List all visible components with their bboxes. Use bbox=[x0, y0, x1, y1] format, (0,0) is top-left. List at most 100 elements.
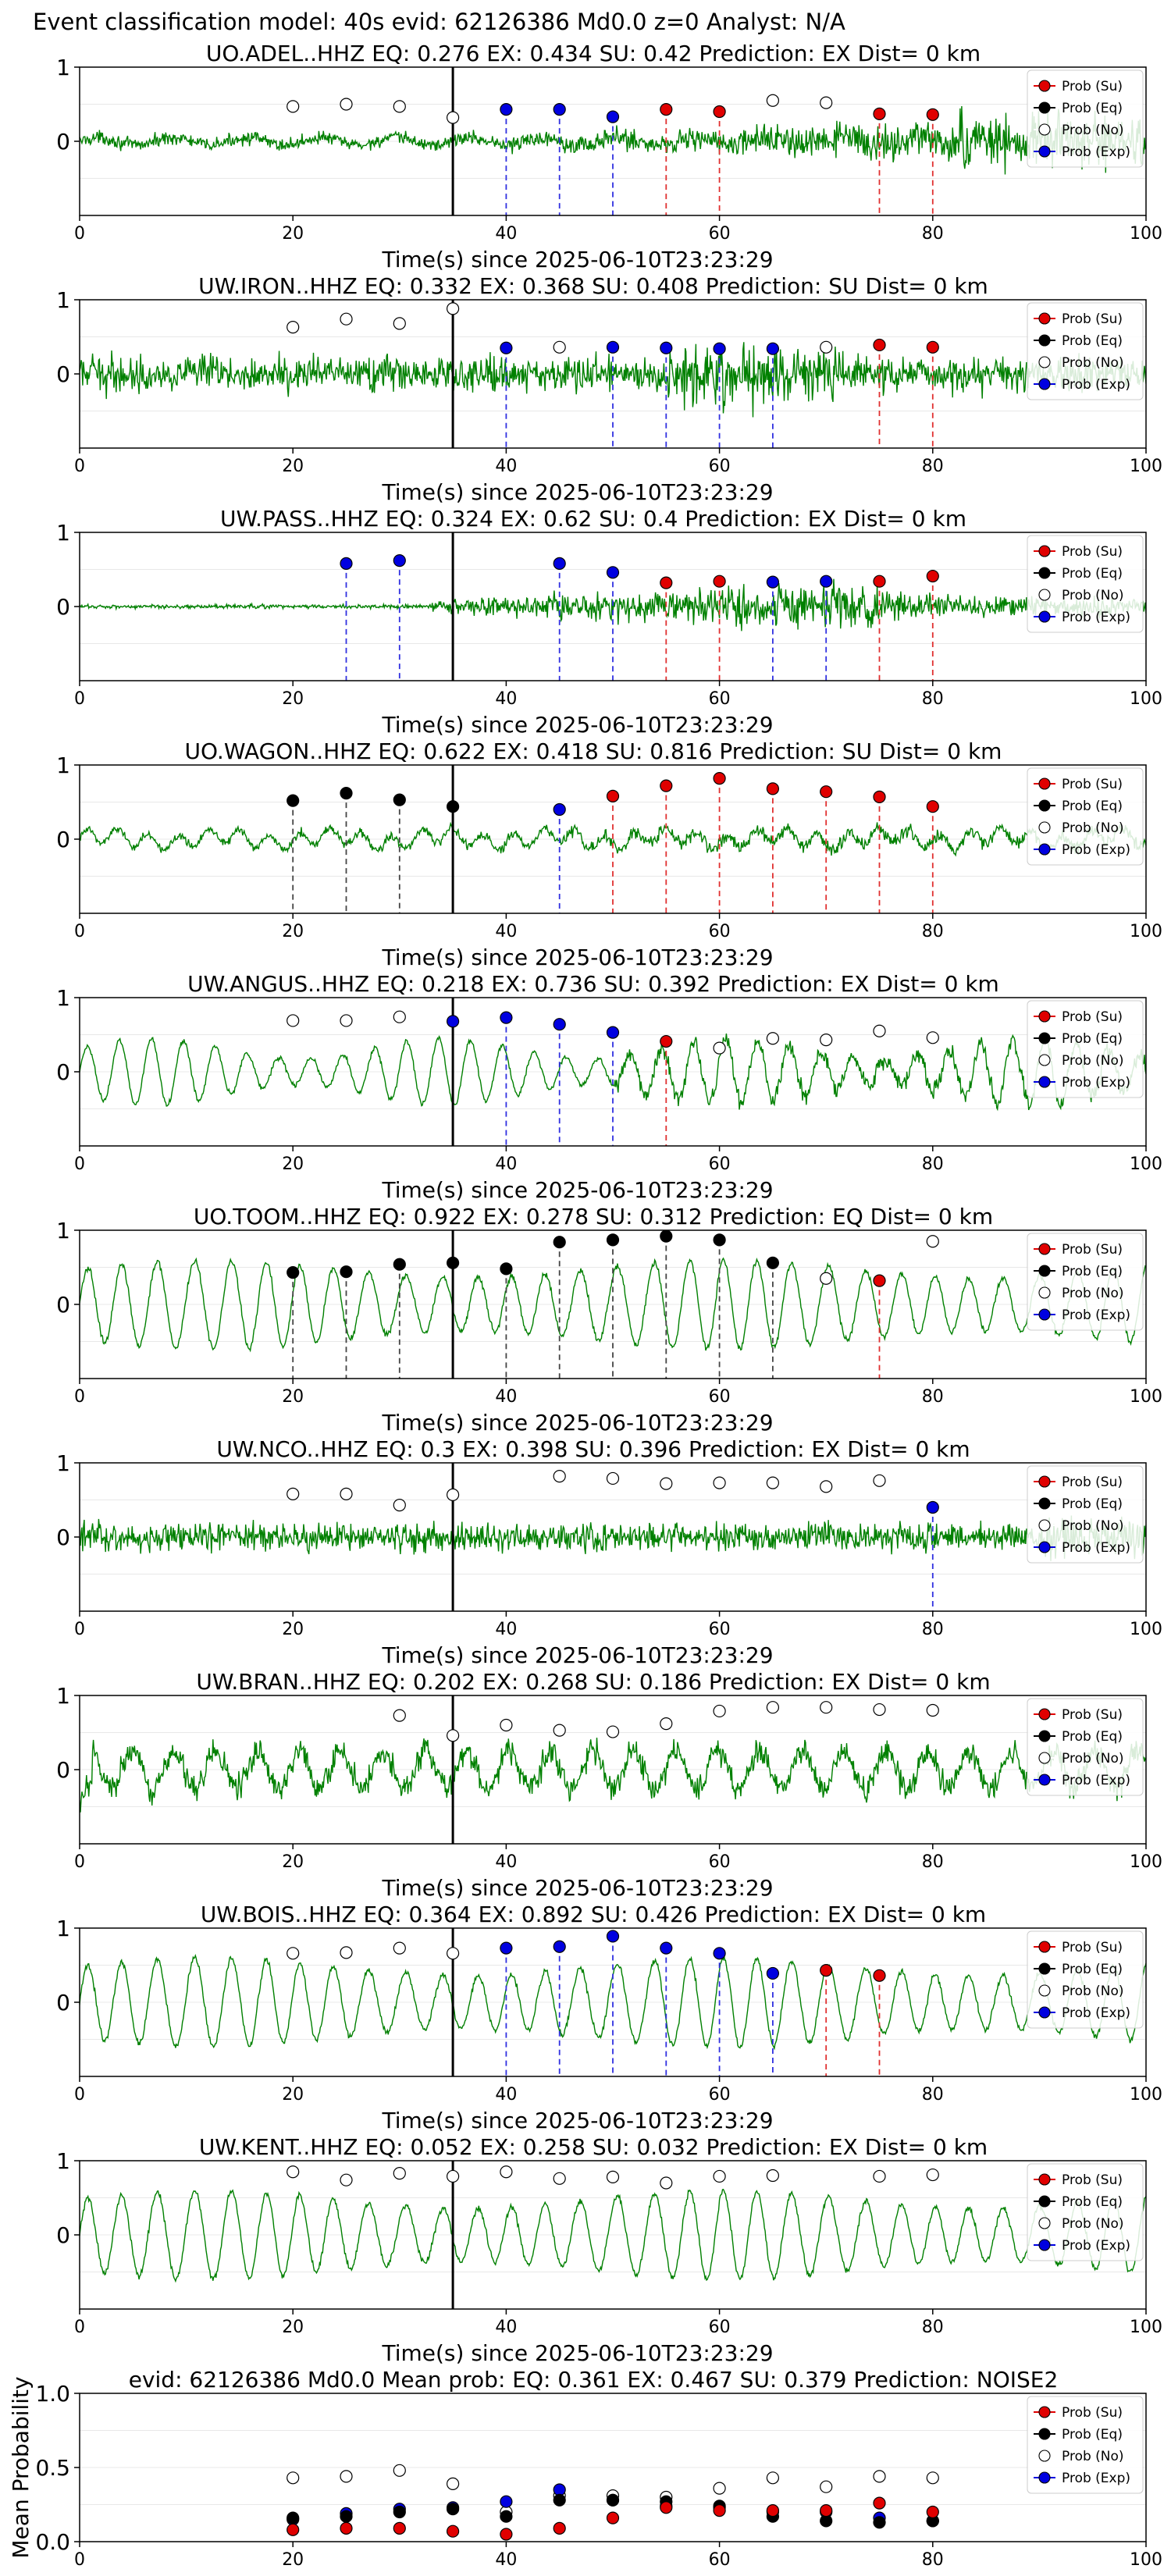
legend-su-marker bbox=[1038, 2173, 1051, 2186]
legend-label: Prob (Su) bbox=[1062, 311, 1123, 327]
mean-su-marker bbox=[606, 2511, 620, 2524]
prob-no-marker bbox=[340, 1014, 353, 1027]
mean-eq-marker bbox=[393, 2505, 406, 2519]
prob-exp-marker bbox=[500, 341, 513, 354]
prob-su-marker bbox=[713, 105, 726, 119]
prob-no-marker bbox=[553, 1469, 566, 1483]
prob-no-marker bbox=[446, 2169, 460, 2183]
prob-eq-marker bbox=[446, 1256, 460, 1269]
legend-no-marker bbox=[1038, 1519, 1051, 1532]
prob-su-marker bbox=[873, 1969, 886, 1982]
x-tick-label: 0 bbox=[74, 2318, 85, 2337]
x-tick-label: 20 bbox=[282, 1387, 304, 1407]
panel-title: UW.ANGUS..HHZ EQ: 0.218 EX: 0.736 SU: 0.… bbox=[187, 971, 999, 997]
prob-no-marker bbox=[926, 1235, 939, 1248]
legend-exp-marker bbox=[1038, 145, 1051, 158]
prob-no-marker bbox=[766, 1032, 780, 1045]
y-tick-label: 0 bbox=[56, 361, 70, 387]
prob-su-marker bbox=[873, 1274, 886, 1287]
panel-title: UO.TOOM..HHZ EQ: 0.922 EX: 0.278 SU: 0.3… bbox=[194, 1204, 993, 1229]
y-tick-label: 1.0 bbox=[35, 2381, 70, 2407]
x-tick-label: 40 bbox=[495, 689, 517, 709]
legend-box bbox=[1027, 1465, 1144, 1564]
prob-no-marker bbox=[287, 2165, 300, 2179]
legend-label: Prob (Su) bbox=[1062, 1475, 1123, 1490]
legend-label: Prob (Exp) bbox=[1062, 610, 1130, 625]
prob-eq-marker bbox=[393, 1258, 406, 1271]
legend-exp-marker bbox=[1038, 1774, 1051, 1786]
prob-exp-marker bbox=[553, 1018, 566, 1031]
legend-box bbox=[1027, 1930, 1144, 2029]
legend-exp-marker bbox=[1038, 1541, 1051, 1553]
prob-su-marker bbox=[873, 790, 886, 803]
y-tick-label: 1 bbox=[56, 520, 70, 546]
x-tick-label: 40 bbox=[495, 2318, 517, 2337]
prob-exp-marker bbox=[766, 1966, 780, 1980]
prob-exp-marker bbox=[606, 110, 620, 123]
prob-no-marker bbox=[340, 1487, 353, 1501]
y-tick-label: 0.0 bbox=[35, 2529, 70, 2555]
legend-label: Prob (Exp) bbox=[1062, 377, 1130, 393]
prob-no-marker bbox=[340, 312, 353, 326]
legend-no-marker bbox=[1038, 1752, 1051, 1764]
y-tick-label: 1 bbox=[56, 753, 70, 778]
x-tick-label: 100 bbox=[1130, 2318, 1162, 2337]
mean-eq-marker bbox=[340, 2510, 353, 2523]
mean-no-marker bbox=[287, 2471, 300, 2485]
x-tick-label: 100 bbox=[1130, 457, 1162, 476]
legend-no-marker bbox=[1038, 1054, 1051, 1066]
panel-10: UW.KENT..HHZ EQ: 0.052 EX: 0.258 SU: 0.0… bbox=[56, 2134, 1162, 2366]
prob-no-marker bbox=[713, 1704, 726, 1718]
x-tick-label: 0 bbox=[74, 2085, 85, 2105]
mean-no-marker bbox=[713, 2482, 726, 2495]
x-tick-label: 20 bbox=[282, 224, 304, 244]
plot-area bbox=[80, 300, 1146, 448]
mean-su-marker bbox=[287, 2523, 300, 2536]
panel-title: UW.BRAN..HHZ EQ: 0.202 EX: 0.268 SU: 0.1… bbox=[196, 1669, 990, 1695]
y-tick-label: 0 bbox=[56, 2222, 70, 2248]
legend-label: Prob (Exp) bbox=[1062, 1075, 1130, 1091]
legend: Prob (Su) Prob (Eq) Prob (No) Prob (Exp) bbox=[1027, 1698, 1144, 1796]
legend-exp-marker bbox=[1038, 2239, 1051, 2251]
x-tick-label: 60 bbox=[709, 1155, 731, 1174]
prob-no-marker bbox=[287, 321, 300, 334]
legend-label: Prob (Eq) bbox=[1062, 1031, 1123, 1047]
legend-label: Prob (Eq) bbox=[1062, 333, 1123, 349]
legend: Prob (Su) Prob (Eq) Prob (No) Prob (Exp) bbox=[1027, 1930, 1144, 2029]
legend-label: Prob (No) bbox=[1062, 1286, 1124, 1301]
prob-su-marker bbox=[926, 569, 939, 583]
y-tick-label: 1 bbox=[56, 1683, 70, 1709]
legend-label: Prob (Eq) bbox=[1062, 101, 1123, 116]
legend-label: Prob (Su) bbox=[1062, 1940, 1123, 1955]
y-tick-label: 0.5 bbox=[35, 2455, 70, 2481]
legend-label: Prob (No) bbox=[1062, 2216, 1124, 2232]
legend-su-marker bbox=[1038, 312, 1051, 325]
x-tick-label: 40 bbox=[495, 2085, 517, 2105]
x-tick-label: 60 bbox=[709, 2085, 731, 2105]
panel-4: UO.WAGON..HHZ EQ: 0.622 EX: 0.418 SU: 0.… bbox=[56, 738, 1162, 970]
prob-exp-marker bbox=[820, 575, 833, 588]
legend-eq-marker bbox=[1038, 2428, 1051, 2440]
prob-su-marker bbox=[660, 103, 673, 116]
legend-label: Prob (Su) bbox=[1062, 1242, 1123, 1258]
x-tick-label: 20 bbox=[282, 922, 304, 941]
legend-eq-marker bbox=[1038, 101, 1051, 114]
legend-label: Prob (Eq) bbox=[1062, 799, 1123, 814]
prob-no-marker bbox=[500, 2165, 513, 2179]
legend-exp-marker bbox=[1038, 2006, 1051, 2019]
x-tick-label: 100 bbox=[1130, 1852, 1162, 1872]
mean-su-marker bbox=[660, 2501, 673, 2514]
legend-label: Prob (Eq) bbox=[1062, 1264, 1123, 1279]
prob-su-marker bbox=[660, 779, 673, 792]
prob-exp-marker bbox=[553, 802, 566, 817]
prob-su-marker bbox=[713, 575, 726, 588]
legend-no-marker bbox=[1038, 356, 1051, 368]
legend-label: Prob (Eq) bbox=[1062, 566, 1123, 582]
mean-eq-marker bbox=[553, 2493, 566, 2507]
x-tick-label: 80 bbox=[922, 689, 944, 709]
prob-exp-marker bbox=[926, 1500, 939, 1514]
legend-label: Prob (Eq) bbox=[1062, 2427, 1123, 2443]
x-tick-label: 0 bbox=[74, 1620, 85, 1639]
x-tick-label: 20 bbox=[282, 1620, 304, 1639]
